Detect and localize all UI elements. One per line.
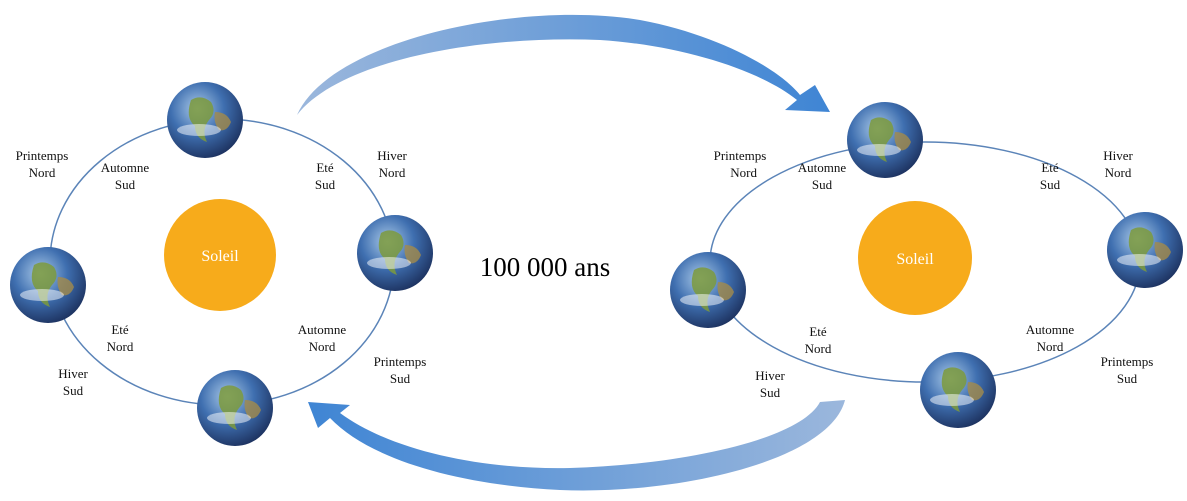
season-label: Hiver	[58, 366, 88, 381]
earth	[167, 82, 243, 158]
season-label: Nord	[309, 339, 336, 354]
season-label: Hiver	[1103, 148, 1133, 163]
earth-cloud	[857, 144, 901, 156]
earth-land	[1128, 227, 1154, 272]
season-label: Eté	[809, 324, 827, 339]
earth-cloud	[207, 412, 251, 424]
season-label: Sud	[390, 371, 411, 386]
earth-land	[894, 132, 911, 151]
earth	[1107, 212, 1183, 288]
earth-land	[31, 262, 57, 307]
sun-label: Soleil	[896, 251, 934, 268]
season-label: Nord	[379, 165, 406, 180]
earth	[10, 247, 86, 323]
season-label: Printemps	[374, 354, 427, 369]
earth	[670, 252, 746, 328]
duration-label: 100 000 ans	[480, 252, 611, 282]
earth-land	[57, 277, 74, 296]
season-label: Sud	[315, 177, 336, 192]
season-label: Automne	[298, 322, 347, 337]
season-label: Nord	[1037, 339, 1064, 354]
earth-land	[717, 282, 734, 301]
season-label: Automne	[1026, 322, 1075, 337]
season-label: Eté	[111, 322, 129, 337]
season-label: Nord	[107, 339, 134, 354]
season-label: Sud	[760, 385, 781, 400]
earth-land	[404, 245, 421, 264]
earth-cloud	[20, 289, 64, 301]
sun	[858, 201, 972, 315]
season-label: Hiver	[377, 148, 407, 163]
earth	[920, 352, 996, 428]
season-label: Nord	[1105, 165, 1132, 180]
earth-land	[214, 112, 231, 131]
season-label: Nord	[29, 165, 56, 180]
earth-land	[218, 385, 244, 430]
earth-land	[941, 367, 967, 412]
earth-cloud	[680, 294, 724, 306]
earth-land	[378, 230, 404, 275]
season-label: Automne	[101, 160, 150, 175]
bottom-arrow	[308, 400, 845, 491]
season-label: Sud	[1117, 371, 1138, 386]
sun-label: Soleil	[201, 248, 239, 265]
earth	[847, 102, 923, 178]
season-label: Eté	[316, 160, 334, 175]
earth	[357, 215, 433, 291]
season-label: Hiver	[755, 368, 785, 383]
earth-land	[967, 382, 984, 401]
season-label: Sud	[63, 383, 84, 398]
season-label: Eté	[1041, 160, 1059, 175]
earth-cloud	[367, 257, 411, 269]
top-arrow	[297, 14, 830, 115]
earth-land	[1154, 242, 1171, 261]
season-label: Automne	[798, 160, 847, 175]
season-label: Nord	[805, 341, 832, 356]
earth-cloud	[1117, 254, 1161, 266]
earth	[197, 370, 273, 446]
earth-cloud	[930, 394, 974, 406]
earth-land	[691, 267, 717, 312]
season-label: Sud	[1040, 177, 1061, 192]
season-label: Printemps	[1101, 354, 1154, 369]
earth-cloud	[177, 124, 221, 136]
earth-land	[244, 400, 261, 419]
season-label: Printemps	[714, 148, 767, 163]
season-label: Printemps	[16, 148, 69, 163]
earth-land	[188, 97, 214, 142]
sun	[164, 199, 276, 311]
season-label: Nord	[730, 165, 757, 180]
season-label: Sud	[812, 177, 833, 192]
season-label: Sud	[115, 177, 136, 192]
earth-land	[868, 117, 894, 162]
